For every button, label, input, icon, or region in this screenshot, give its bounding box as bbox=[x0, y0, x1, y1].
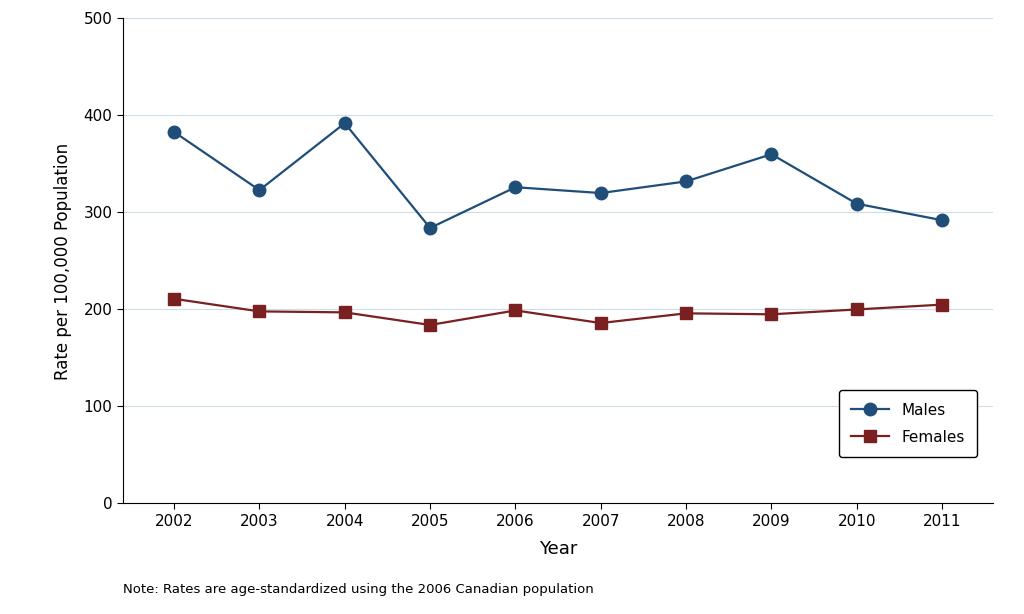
Females bbox=[339, 309, 351, 316]
Females bbox=[595, 319, 607, 327]
Females bbox=[936, 301, 948, 308]
Females bbox=[424, 321, 436, 328]
Males bbox=[595, 189, 607, 196]
Males bbox=[851, 200, 863, 208]
Males bbox=[680, 177, 692, 185]
Y-axis label: Rate per 100,000 Population: Rate per 100,000 Population bbox=[54, 142, 73, 379]
Females bbox=[509, 307, 521, 314]
Males bbox=[424, 224, 436, 231]
Males bbox=[936, 217, 948, 224]
Line: Males: Males bbox=[168, 117, 948, 234]
Males bbox=[168, 128, 180, 136]
Males bbox=[765, 150, 777, 158]
Females bbox=[851, 306, 863, 313]
Males bbox=[339, 120, 351, 127]
Line: Females: Females bbox=[169, 293, 947, 330]
Males bbox=[509, 184, 521, 191]
Legend: Males, Females: Males, Females bbox=[839, 391, 977, 457]
Males bbox=[253, 187, 265, 194]
Text: Note: Rates are age-standardized using the 2006 Canadian population: Note: Rates are age-standardized using t… bbox=[123, 583, 594, 596]
Females bbox=[253, 308, 265, 315]
Females bbox=[680, 309, 692, 317]
Females bbox=[765, 311, 777, 318]
Females bbox=[168, 295, 180, 303]
X-axis label: Year: Year bbox=[539, 540, 578, 558]
